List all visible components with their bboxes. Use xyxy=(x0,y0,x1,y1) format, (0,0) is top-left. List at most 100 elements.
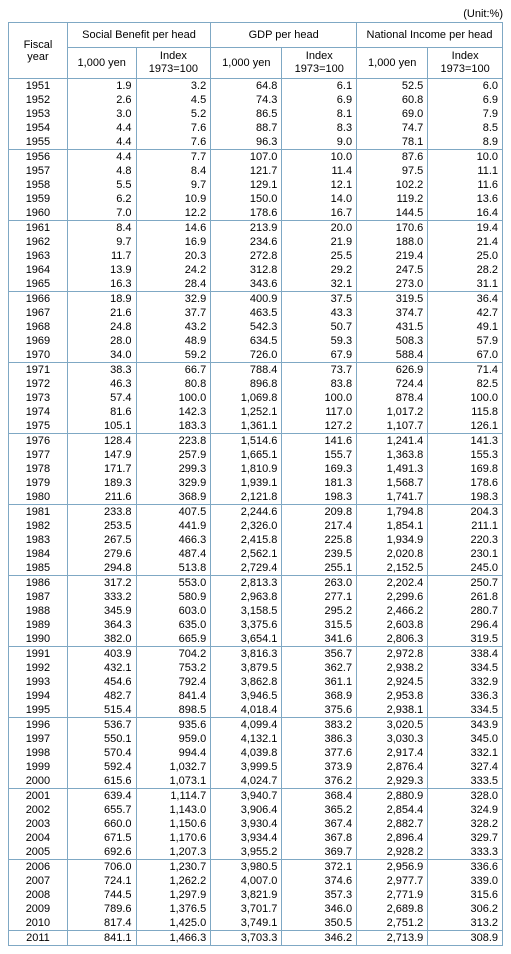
cell-value: 994.4 xyxy=(136,746,211,760)
cell-value: 1,207.3 xyxy=(136,845,211,860)
cell-value: 8.1 xyxy=(282,107,357,121)
cell-value: 128.4 xyxy=(67,434,136,449)
cell-value: 1,568.7 xyxy=(357,476,428,490)
cell-value: 7.6 xyxy=(136,135,211,150)
table-row: 2000615.61,073.14,024.7376.22,929.3333.5 xyxy=(9,774,503,789)
cell-value: 328.0 xyxy=(428,789,503,804)
cell-value: 2,929.3 xyxy=(357,774,428,789)
cell-value: 4.5 xyxy=(136,93,211,107)
cell-value: 332.1 xyxy=(428,746,503,760)
table-row: 1994482.7841.43,946.5368.92,953.8336.3 xyxy=(9,689,503,703)
cell-year: 1990 xyxy=(9,632,68,647)
cell-value: 14.6 xyxy=(136,221,211,236)
cell-year: 1975 xyxy=(9,419,68,434)
cell-value: 377.6 xyxy=(282,746,357,760)
cell-value: 1,514.6 xyxy=(211,434,282,449)
table-row: 196721.637.7463.543.3374.742.7 xyxy=(9,306,503,320)
cell-value: 82.5 xyxy=(428,377,503,391)
table-row: 19533.05.286.58.169.07.9 xyxy=(9,107,503,121)
cell-year: 2001 xyxy=(9,789,68,804)
table-row: 1975105.1183.31,361.1127.21,107.7126.1 xyxy=(9,419,503,434)
cell-value: 341.6 xyxy=(282,632,357,647)
cell-year: 2010 xyxy=(9,916,68,931)
table-row: 2008744.51,297.93,821.9357.32,771.9315.6 xyxy=(9,888,503,902)
cell-value: 336.6 xyxy=(428,860,503,875)
cell-year: 1976 xyxy=(9,434,68,449)
cell-value: 217.4 xyxy=(282,519,357,533)
cell-value: 2,917.4 xyxy=(357,746,428,760)
cell-value: 789.6 xyxy=(67,902,136,916)
cell-value: 5.2 xyxy=(136,107,211,121)
data-table: Fiscal year Social Benefit per head GDP … xyxy=(8,22,503,946)
cell-value: 542.3 xyxy=(211,320,282,334)
cell-value: 6.9 xyxy=(428,93,503,107)
cell-value: 11.6 xyxy=(428,178,503,192)
cell-value: 635.0 xyxy=(136,618,211,632)
cell-value: 178.6 xyxy=(428,476,503,490)
cell-value: 13.6 xyxy=(428,192,503,206)
cell-value: 2,813.3 xyxy=(211,576,282,591)
cell-value: 898.5 xyxy=(136,703,211,718)
cell-value: 374.7 xyxy=(357,306,428,320)
cell-value: 100.0 xyxy=(136,391,211,405)
cell-value: 209.8 xyxy=(282,505,357,520)
cell-value: 234.6 xyxy=(211,235,282,249)
cell-value: 96.3 xyxy=(211,135,282,150)
cell-value: 19.4 xyxy=(428,221,503,236)
cell-value: 744.5 xyxy=(67,888,136,902)
cell-value: 250.7 xyxy=(428,576,503,591)
cell-value: 3,999.5 xyxy=(211,760,282,774)
cell-year: 1977 xyxy=(9,448,68,462)
cell-value: 553.0 xyxy=(136,576,211,591)
cell-value: 704.2 xyxy=(136,647,211,662)
cell-value: 107.0 xyxy=(211,150,282,165)
cell-value: 1,069.8 xyxy=(211,391,282,405)
cell-value: 25.0 xyxy=(428,249,503,263)
cell-value: 788.4 xyxy=(211,363,282,378)
cell-value: 43.2 xyxy=(136,320,211,334)
cell-year: 1966 xyxy=(9,292,68,307)
cell-value: 255.1 xyxy=(282,561,357,576)
cell-value: 724.4 xyxy=(357,377,428,391)
table-row: 19585.59.7129.112.1102.211.6 xyxy=(9,178,503,192)
cell-year: 1997 xyxy=(9,732,68,746)
cell-value: 5.5 xyxy=(67,178,136,192)
cell-value: 362.7 xyxy=(282,661,357,675)
cell-value: 4,018.4 xyxy=(211,703,282,718)
cell-value: 16.9 xyxy=(136,235,211,249)
cell-year: 2002 xyxy=(9,803,68,817)
cell-year: 1965 xyxy=(9,277,68,292)
cell-value: 3.0 xyxy=(67,107,136,121)
table-row: 19618.414.6213.920.0170.619.4 xyxy=(9,221,503,236)
cell-value: 1,017.2 xyxy=(357,405,428,419)
cell-value: 328.2 xyxy=(428,817,503,831)
cell-year: 1981 xyxy=(9,505,68,520)
cell-value: 59.3 xyxy=(282,334,357,348)
header-group-1: GDP per head xyxy=(211,23,357,48)
cell-value: 21.6 xyxy=(67,306,136,320)
cell-value: 178.6 xyxy=(211,206,282,221)
cell-year: 1961 xyxy=(9,221,68,236)
cell-value: 1,361.1 xyxy=(211,419,282,434)
header-sub-2a: 1,000 yen xyxy=(357,48,428,79)
cell-value: 48.9 xyxy=(136,334,211,348)
cell-value: 1,491.3 xyxy=(357,462,428,476)
cell-value: 37.5 xyxy=(282,292,357,307)
table-row: 19607.012.2178.616.7144.516.4 xyxy=(9,206,503,221)
table-row: 19596.210.9150.014.0119.213.6 xyxy=(9,192,503,206)
cell-value: 219.4 xyxy=(357,249,428,263)
cell-value: 365.2 xyxy=(282,803,357,817)
cell-value: 626.9 xyxy=(357,363,428,378)
cell-value: 11.4 xyxy=(282,164,357,178)
cell-value: 1,939.1 xyxy=(211,476,282,490)
cell-year: 1969 xyxy=(9,334,68,348)
cell-value: 1,241.4 xyxy=(357,434,428,449)
cell-year: 1958 xyxy=(9,178,68,192)
cell-year: 1979 xyxy=(9,476,68,490)
cell-value: 431.5 xyxy=(357,320,428,334)
cell-value: 570.4 xyxy=(67,746,136,760)
cell-value: 50.7 xyxy=(282,320,357,334)
cell-value: 508.3 xyxy=(357,334,428,348)
table-row: 2004671.51,170.63,934.4367.82,896.4329.7 xyxy=(9,831,503,845)
cell-value: 183.3 xyxy=(136,419,211,434)
